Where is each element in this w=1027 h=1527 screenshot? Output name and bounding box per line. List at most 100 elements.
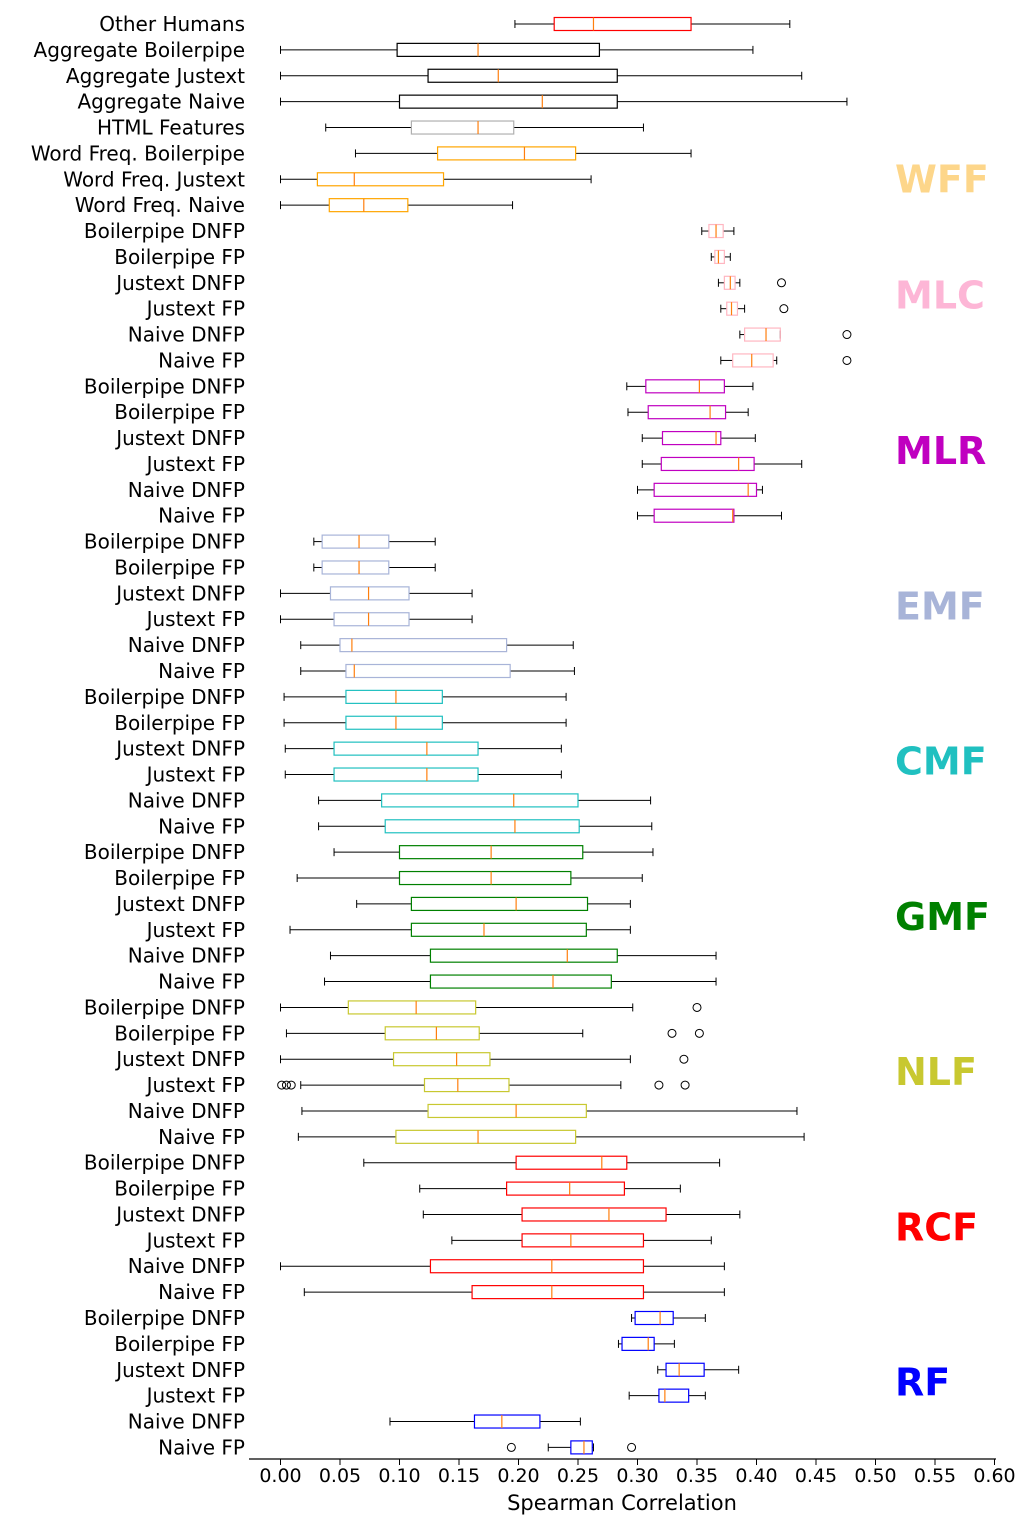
row-label: Word Freq. Naive	[75, 193, 245, 217]
box-39	[285, 1026, 704, 1041]
box-52	[657, 1362, 740, 1377]
iqr-box	[396, 42, 601, 57]
row-label: Boilerpipe FP	[114, 245, 245, 269]
row-label: Justext FP	[145, 918, 245, 942]
box-36	[329, 948, 717, 963]
iqr-box	[333, 612, 410, 627]
row-label: Justext FP	[145, 452, 245, 476]
flier-point	[680, 1080, 690, 1090]
box-54	[389, 1414, 581, 1429]
x-tick-label: 0.50	[854, 1465, 896, 1487]
iqr-box	[665, 1362, 705, 1377]
row-label: Justext FP	[145, 1228, 245, 1252]
iqr-box	[316, 172, 445, 187]
row-label: Boilerpipe FP	[114, 400, 245, 424]
group-label: RF	[895, 1361, 950, 1405]
flier-point	[679, 1054, 689, 1064]
iqr-box	[521, 1207, 667, 1222]
row-label: Naive DNFP	[128, 323, 245, 347]
box-48	[280, 1259, 725, 1274]
iqr-box	[621, 1336, 655, 1351]
iqr-box	[398, 94, 618, 109]
row-label: Naive DNFP	[128, 1410, 245, 1434]
row-label: Boilerpipe FP	[114, 555, 245, 579]
row-label: Naive FP	[158, 1435, 245, 1459]
box-30	[318, 793, 652, 808]
row-label: Justext FP	[145, 763, 245, 787]
flier-point	[627, 1442, 637, 1452]
iqr-box	[329, 586, 410, 601]
x-tick-label: 0.55	[914, 1465, 956, 1487]
group-label: EMF	[895, 584, 985, 628]
flier-point	[281, 1080, 291, 1090]
row-label: Justext DNFP	[114, 1358, 245, 1382]
box-38	[280, 1000, 702, 1015]
box-31	[318, 819, 653, 834]
x-tick-label: 0.40	[735, 1465, 777, 1487]
box-14	[626, 379, 754, 394]
row-label: Boilerpipe FP	[114, 1332, 245, 1356]
iqr-box	[321, 560, 390, 575]
iqr-box	[732, 353, 774, 368]
box-55	[506, 1440, 637, 1455]
row-label: Naive FP	[158, 814, 245, 838]
row-label: Aggregate Boilerpipe	[34, 38, 245, 62]
iqr-box	[427, 68, 618, 83]
group-label: MLR	[895, 429, 986, 473]
flier-point	[654, 1080, 664, 1090]
iqr-box	[345, 715, 443, 730]
iqr-box	[645, 379, 725, 394]
x-tick-label: 0.25	[557, 1465, 599, 1487]
iqr-box	[506, 1181, 626, 1196]
box-28	[284, 741, 562, 756]
boxes	[277, 16, 852, 1455]
iqr-box	[653, 508, 735, 523]
iqr-box	[328, 198, 409, 213]
box-32	[333, 845, 654, 860]
group-label: WFF	[895, 157, 989, 201]
iqr-box	[515, 1155, 628, 1170]
row-label: Naive DNFP	[128, 1099, 245, 1123]
row-label: Naive FP	[158, 1280, 245, 1304]
iqr-box	[743, 327, 781, 342]
row-label: Justext DNFP	[114, 581, 245, 605]
box-17	[641, 456, 803, 472]
row-label: Justext FP	[145, 1384, 245, 1408]
box-49	[303, 1285, 725, 1300]
box-37	[324, 974, 717, 989]
iqr-box	[384, 819, 580, 834]
iqr-box	[345, 689, 443, 704]
box-50	[631, 1310, 706, 1326]
row-label: Justext FP	[145, 297, 245, 321]
box-6	[280, 172, 592, 187]
box-43	[297, 1129, 805, 1144]
flier-point	[286, 1080, 296, 1090]
row-label: Justext DNFP	[114, 892, 245, 916]
box-51	[617, 1336, 675, 1351]
iqr-box	[410, 896, 589, 912]
row-label: HTML Features	[97, 116, 245, 140]
row-label: Boilerpipe DNFP	[84, 685, 245, 709]
iqr-box	[436, 146, 577, 161]
box-2	[280, 68, 803, 83]
row-label: Naive FP	[158, 348, 245, 372]
iqr-box	[521, 1233, 645, 1248]
iqr-box	[471, 1285, 645, 1300]
iqr-box	[429, 974, 612, 989]
box-19	[637, 508, 782, 523]
box-5	[354, 146, 692, 161]
iqr-box	[410, 922, 587, 937]
box-44	[363, 1155, 721, 1170]
box-0	[514, 16, 791, 32]
iqr-box	[570, 1440, 593, 1455]
box-33	[296, 870, 643, 886]
iqr-box	[381, 793, 579, 808]
row-label: Word Freq. Boilerpipe	[31, 141, 245, 165]
box-12	[739, 327, 852, 342]
flier-point	[842, 355, 852, 365]
box-16	[641, 430, 756, 446]
box-10	[717, 275, 786, 290]
row-label: Naive DNFP	[128, 633, 245, 657]
row-label: Boilerpipe FP	[114, 1021, 245, 1045]
row-label: Word Freq. Justext	[63, 167, 245, 191]
